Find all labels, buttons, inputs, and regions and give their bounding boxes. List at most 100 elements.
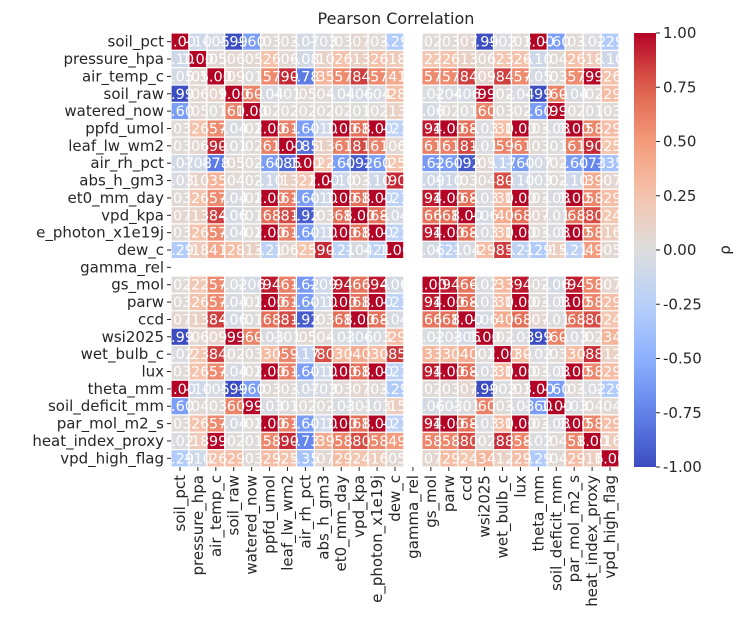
heatmap-cell — [403, 258, 423, 277]
cell-value-label: .02 — [240, 226, 263, 242]
cell-value-label: .13 — [186, 208, 209, 224]
cell-value-label: .60 — [222, 104, 245, 120]
cell-value-label: .61 — [276, 121, 299, 137]
cell-value-label: -.03 — [470, 226, 498, 242]
cell-value-label: .02 — [294, 399, 317, 415]
cell-value-label: -.05 — [202, 382, 230, 398]
x-axis-tick-labels: soil_pct pressure_hpa air_temp_c soil_raw wa… — [171, 467, 620, 607]
y-tick-label: abs_h_gm3 — [79, 172, 164, 191]
cell-value-label: .81 — [276, 208, 299, 224]
cell-value-label: .40 — [491, 208, 514, 224]
cell-value-label: -.04 — [435, 87, 463, 103]
cell-value-label: -.04 — [255, 87, 283, 103]
cell-value-label: -.03 — [255, 399, 283, 415]
cell-value-label: .58 — [437, 434, 460, 450]
heatmap-cell — [242, 258, 262, 277]
cell-value-label: .66 — [419, 208, 442, 224]
cell-value-label: .02 — [240, 121, 263, 137]
cell-value-label: 1.00 — [325, 226, 357, 242]
cell-value-label: .58 — [581, 191, 604, 207]
cell-value-label: .90 — [581, 139, 604, 155]
cell-value-label: .68 — [348, 191, 371, 207]
cell-value-label: 1.00 — [253, 417, 285, 433]
cell-value-label: .05 — [222, 156, 245, 172]
heatmap-cell — [313, 258, 333, 277]
cell-value-label: -.35 — [291, 451, 319, 467]
cell-value-label: .02 — [330, 104, 353, 120]
cell-value-label: .99 — [240, 399, 263, 415]
cell-value-label: -.10 — [309, 295, 337, 311]
cell-value-label: 1.00 — [558, 191, 590, 207]
heatmap-cell — [492, 258, 513, 277]
cell-value-label: .09 — [473, 69, 496, 85]
cell-value-label: -.02 — [524, 434, 552, 450]
cell-value-label: .29 — [330, 451, 353, 467]
cell-value-label: .24 — [455, 451, 478, 467]
y-tick-label: parw — [127, 293, 164, 311]
cell-value-label: .68 — [509, 312, 532, 328]
heatmap-cells — [170, 32, 620, 468]
cell-value-label: .68 — [348, 417, 371, 433]
cell-value-label: .26 — [437, 52, 460, 68]
cell-value-label: .07 — [527, 312, 550, 328]
cell-value-label: .07 — [348, 382, 371, 398]
cell-value-label: .29 — [599, 295, 622, 311]
cell-value-label: .03 — [509, 382, 532, 398]
cell-value-label: .57 — [204, 278, 227, 294]
colorbar-tick-label: 0.50 — [663, 133, 696, 151]
x-tick-label: vpd_kpa — [350, 475, 369, 538]
cell-value-label: -.10 — [327, 174, 355, 190]
x-tick-label: heat_index_proxy — [583, 475, 602, 607]
colorbar-tick-label: 0.00 — [663, 241, 696, 259]
cell-value-label: .30 — [491, 417, 514, 433]
x-tick-label: theta_mm — [529, 475, 548, 551]
cell-value-label: 1.00 — [486, 347, 518, 363]
cell-value-label: .68 — [348, 295, 371, 311]
cell-value-label: .04 — [473, 174, 496, 190]
cell-value-label: 1.00 — [558, 365, 590, 381]
cell-value-label: .68 — [455, 365, 478, 381]
cell-value-label: -.04 — [220, 417, 248, 433]
cell-value-label: .26 — [204, 451, 227, 467]
cell-value-label: .61 — [509, 139, 532, 155]
cell-value-label: .02 — [527, 278, 550, 294]
cell-value-label: -.99 — [524, 330, 552, 346]
cell-value-label: .90 — [276, 69, 299, 85]
heatmap-cell — [277, 258, 298, 277]
cell-value-label: .68 — [330, 208, 353, 224]
cell-value-label: .12 — [491, 451, 514, 467]
cell-value-label: -.60 — [542, 35, 570, 51]
cell-value-label: -.60 — [524, 399, 552, 415]
x-tick-label: leaf_lw_wm2 — [278, 475, 297, 571]
cell-value-label: .09 — [204, 87, 227, 103]
cell-value-label: .61 — [563, 139, 586, 155]
colorbar-tick-label: -0.50 — [663, 350, 702, 368]
cell-value-label: .06 — [383, 139, 406, 155]
heatmap-cell — [188, 258, 208, 277]
cell-value-label: .80 — [312, 347, 335, 363]
y-tick-label: wsi2025 — [102, 328, 164, 346]
cell-value-label: -.02 — [220, 278, 248, 294]
cell-value-label: .16 — [581, 451, 604, 467]
y-tick-label: ccd — [138, 310, 164, 328]
cell-value-label: .26 — [258, 52, 281, 68]
cell-value-label: -.10 — [363, 174, 391, 190]
cell-value-label: .03 — [312, 312, 335, 328]
cell-value-label: .30 — [437, 347, 460, 363]
cell-value-label: -.02 — [166, 347, 194, 363]
cell-value-label: -.02 — [470, 278, 498, 294]
cell-value-label: -.06 — [453, 330, 481, 346]
cell-value-label: .04 — [222, 174, 245, 190]
cell-value-label: .60 — [240, 87, 263, 103]
cell-value-label: 1.00 — [379, 243, 411, 259]
cell-value-label: .07 — [455, 382, 478, 398]
cell-value-label: 1.00 — [271, 139, 303, 155]
cell-value-label: -.05 — [166, 69, 194, 85]
cell-value-label: .16 — [599, 434, 622, 450]
cell-value-label: .58 — [330, 434, 353, 450]
y-tick-label: lux — [141, 363, 164, 381]
cell-value-label: .30 — [509, 347, 532, 363]
cell-value-label: .94 — [419, 191, 442, 207]
cell-value-label: -.60 — [291, 365, 319, 381]
cell-value-label: .03 — [168, 417, 191, 433]
